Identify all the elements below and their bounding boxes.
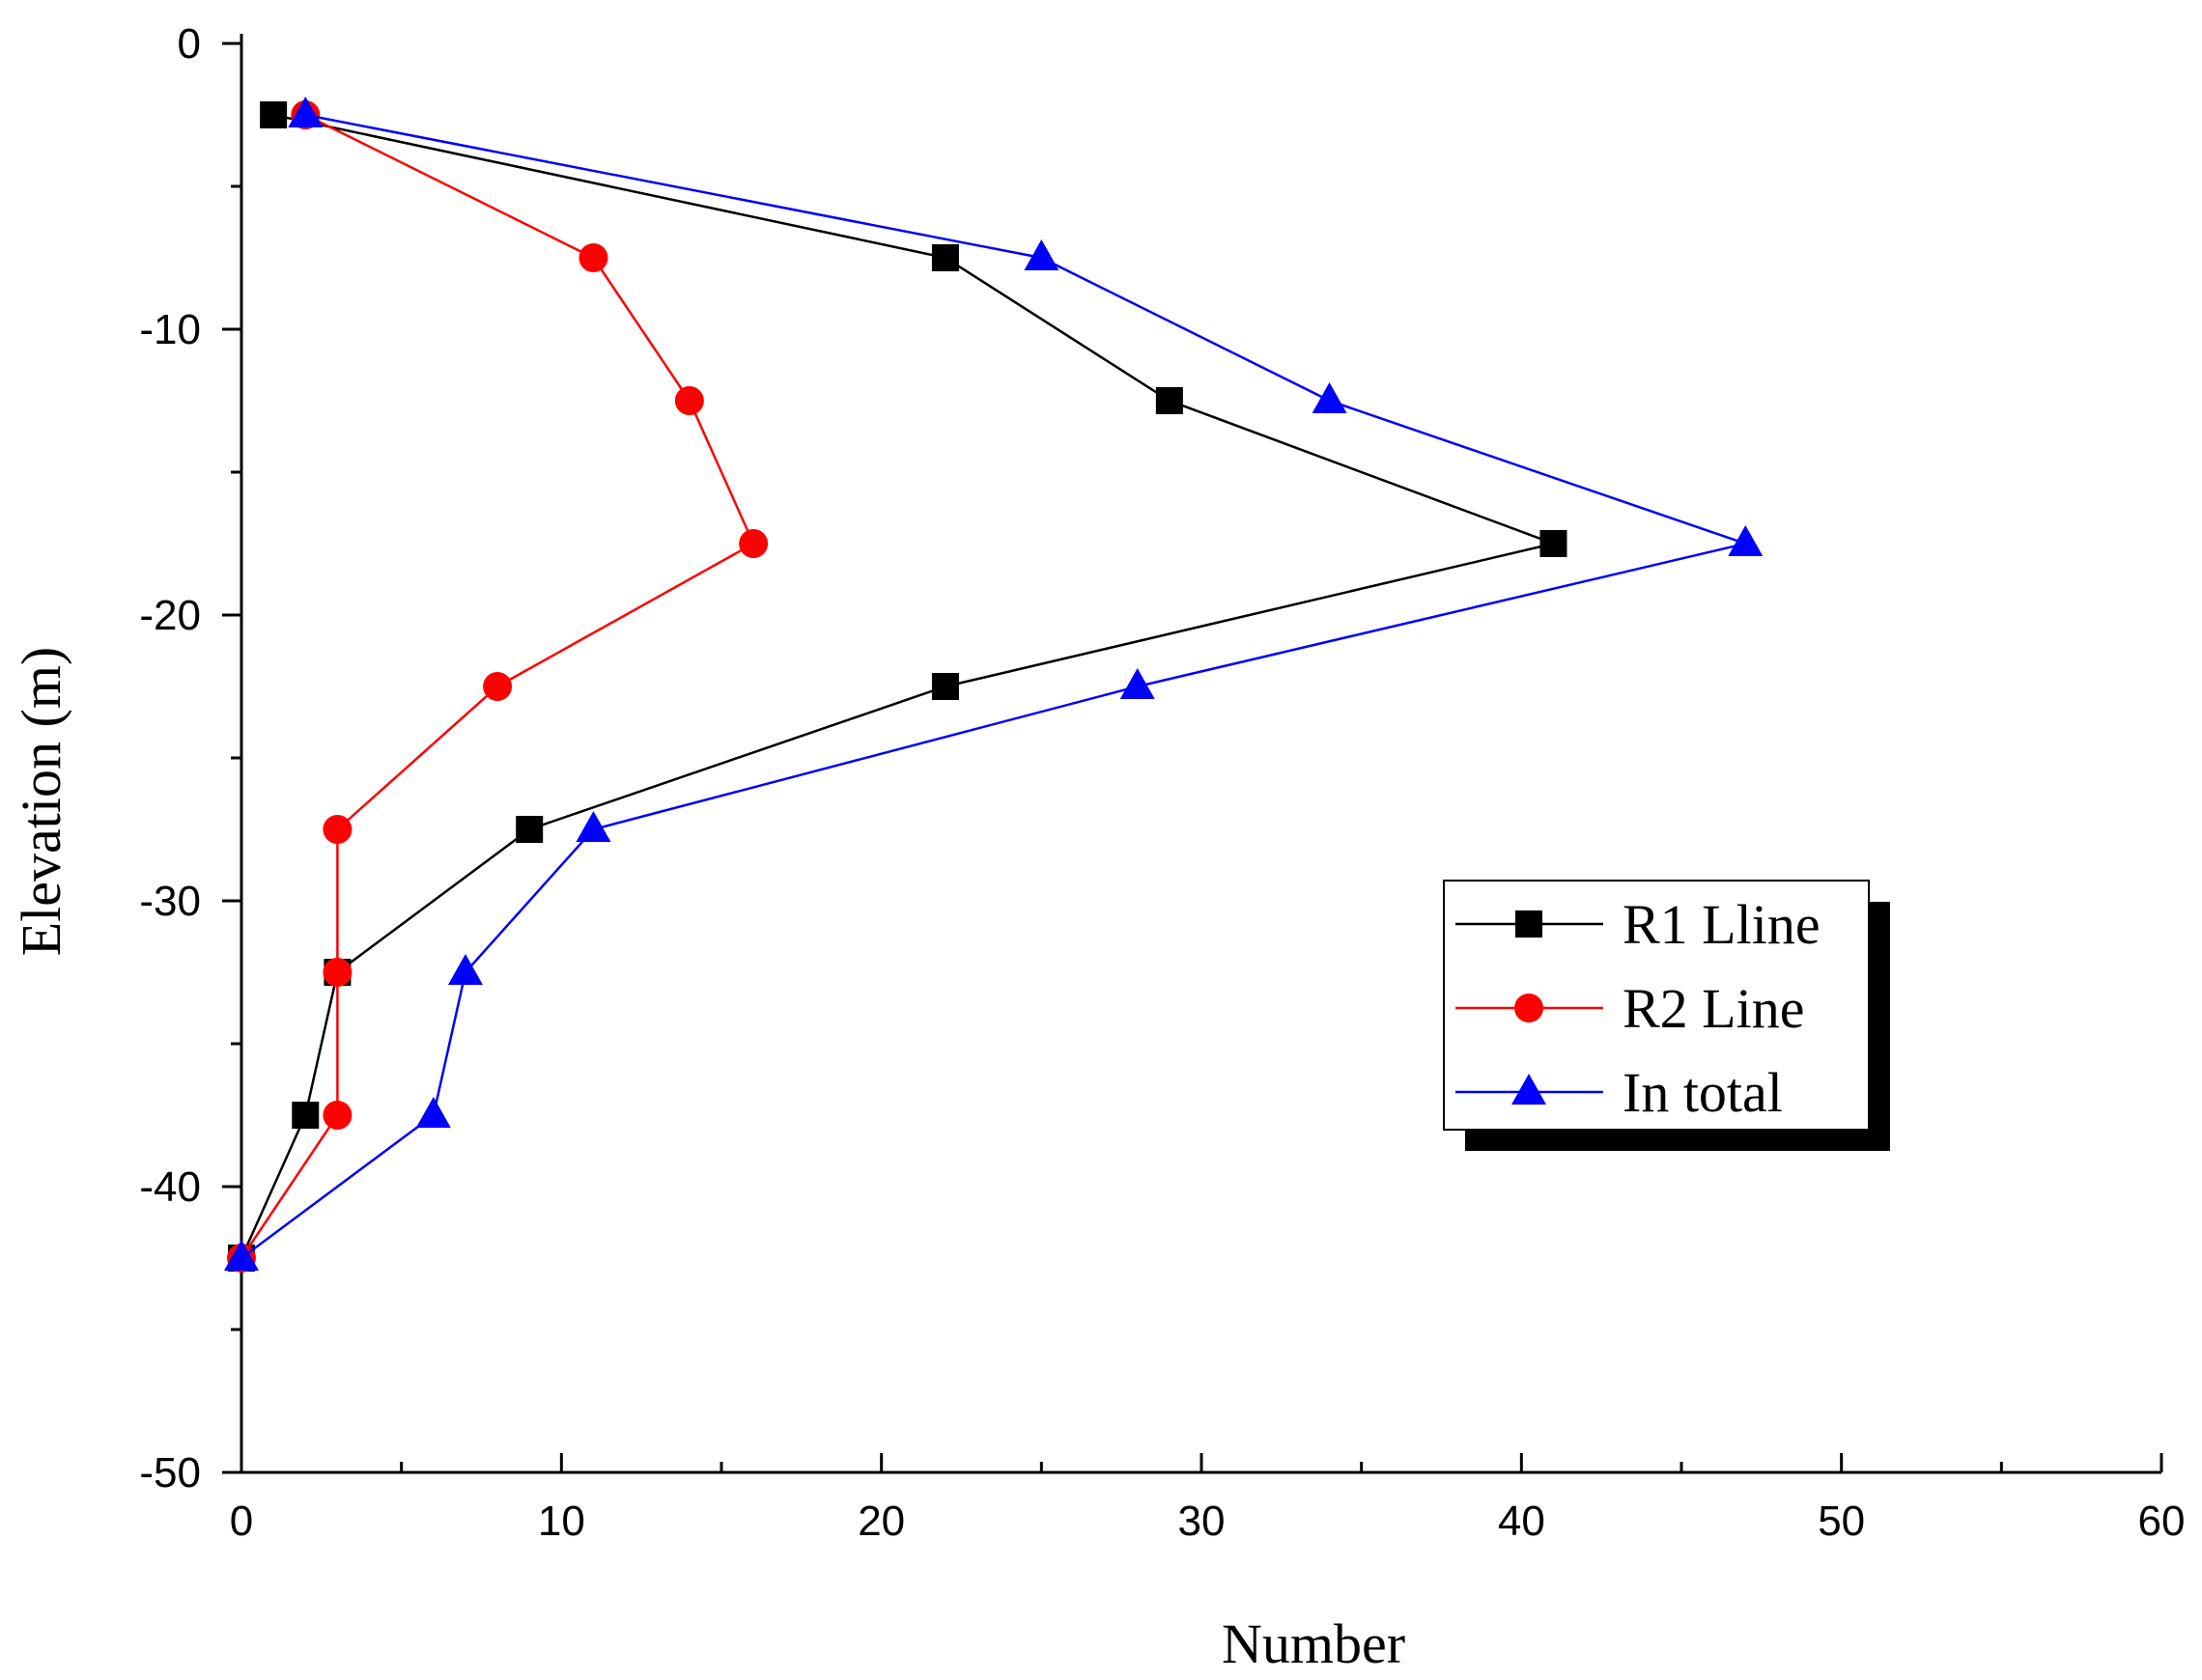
data-point — [292, 1102, 320, 1129]
y-tick-label: 0 — [178, 20, 201, 68]
data-point — [323, 1101, 353, 1130]
legend: R1 Lline R2 Line In total — [1443, 880, 1890, 1151]
data-point — [415, 1097, 451, 1128]
legend-marker — [1515, 910, 1542, 938]
y-axis-title: Elevation (m) — [10, 647, 72, 957]
legend-marker — [1511, 1074, 1546, 1105]
series-2 — [224, 97, 1764, 1271]
legend-label: R1 Lline — [1623, 893, 1821, 956]
y-tick-label: -10 — [139, 306, 201, 353]
x-tick-label: 10 — [538, 1498, 585, 1545]
y-tick-label: -30 — [139, 878, 201, 925]
data-point — [288, 97, 324, 127]
series-group — [224, 97, 1764, 1273]
data-point — [931, 673, 959, 700]
data-point — [1539, 530, 1567, 557]
x-tick-label: 30 — [1178, 1498, 1226, 1545]
data-point — [576, 811, 611, 842]
data-point — [1312, 382, 1347, 413]
x-tick-label: 50 — [1818, 1498, 1865, 1545]
x-tick-label: 60 — [2138, 1498, 2186, 1545]
data-point — [579, 243, 608, 272]
axes: 0 10 20 30 40 50 60 0 -10 -20 -30 -40 -50 — [139, 20, 2185, 1545]
legend-marker — [1514, 994, 1543, 1022]
data-point — [931, 244, 959, 271]
y-tick-label: -50 — [139, 1449, 201, 1497]
x-tick-label: 20 — [858, 1498, 905, 1545]
data-point — [1119, 668, 1155, 699]
data-point — [1155, 387, 1183, 414]
y-tick-label: -20 — [139, 592, 201, 639]
data-point — [674, 386, 704, 415]
legend-label: R2 Line — [1623, 977, 1804, 1040]
legend-label: In total — [1623, 1061, 1783, 1124]
x-axis-title: Number — [1222, 1612, 1405, 1675]
data-point — [483, 672, 513, 701]
data-point — [224, 1240, 259, 1271]
y-tick-label: -40 — [139, 1163, 201, 1211]
data-point — [516, 816, 544, 843]
data-point — [323, 815, 353, 844]
x-tick-label: 40 — [1498, 1498, 1545, 1545]
data-point — [739, 529, 769, 558]
data-point — [447, 954, 483, 985]
data-point — [260, 101, 288, 128]
series-0 — [228, 101, 1567, 1272]
series-1 — [227, 100, 769, 1273]
x-tick-label: 0 — [230, 1498, 253, 1545]
series-line — [240, 113, 1558, 1259]
data-point — [1024, 239, 1059, 270]
data-point — [1728, 525, 1764, 556]
data-point — [323, 958, 353, 987]
